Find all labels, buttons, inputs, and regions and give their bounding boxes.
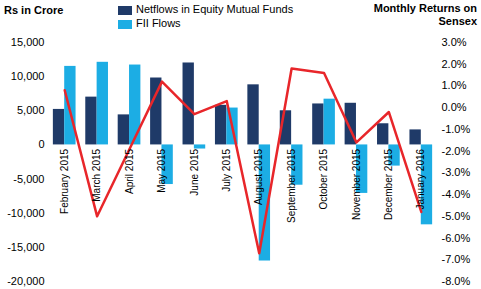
svg-text:5,000: 5,000: [17, 104, 45, 116]
svg-text:September 2015: September 2015: [286, 149, 297, 223]
svg-text:January 2016: January 2016: [415, 148, 426, 209]
svg-text:0.0%: 0.0%: [442, 101, 467, 113]
svg-text:March 2015: March 2015: [91, 148, 102, 201]
html-text:Rs in Crore: Rs in Crore: [4, 4, 64, 16]
html-text:FII Flows: FII Flows: [136, 17, 181, 29]
svg-text:February 2015: February 2015: [59, 148, 70, 213]
html-text:Netflows in Equity Mutual Fund: Netflows in Equity Mutual Funds: [136, 3, 294, 15]
svg-text:-20,000: -20,000: [7, 275, 44, 287]
svg-text:December 2015: December 2015: [383, 148, 394, 220]
svg-text:-2.0%: -2.0%: [442, 145, 471, 157]
svg-text:November 2015: November 2015: [351, 148, 362, 220]
svg-text:3.0%: 3.0%: [442, 36, 467, 48]
svg-text:April 2015: April 2015: [124, 148, 135, 193]
svg-text:15,000: 15,000: [11, 36, 45, 48]
svg-text:May 2015: May 2015: [156, 148, 167, 192]
svg-text:-5.0%: -5.0%: [442, 210, 471, 222]
svg-text:-15,000: -15,000: [7, 241, 44, 253]
html-text:Monthly Returns on Sensex: Monthly Returns on Sensex: [373, 2, 477, 27]
svg-text:June 2015: June 2015: [189, 148, 200, 195]
svg-text:August 2015: August 2015: [253, 149, 264, 206]
svg-text:-4.0%: -4.0%: [442, 188, 471, 200]
svg-text:0: 0: [38, 138, 44, 150]
svg-text:-5,000: -5,000: [13, 173, 44, 185]
svg-text:-8.0%: -8.0%: [442, 275, 471, 287]
svg-text:-10,000: -10,000: [7, 207, 44, 219]
svg-text:1.0%: 1.0%: [442, 79, 467, 91]
svg-text:10,000: 10,000: [11, 70, 45, 82]
svg-text:July 2015: July 2015: [221, 148, 232, 191]
svg-text:-6.0%: -6.0%: [442, 232, 471, 244]
svg-text:-7.0%: -7.0%: [442, 253, 471, 265]
svg-text:-1.0%: -1.0%: [442, 123, 471, 135]
svg-text:October 2015: October 2015: [318, 149, 329, 210]
svg-text:-3.0%: -3.0%: [442, 166, 471, 178]
svg-text:2.0%: 2.0%: [442, 58, 467, 70]
